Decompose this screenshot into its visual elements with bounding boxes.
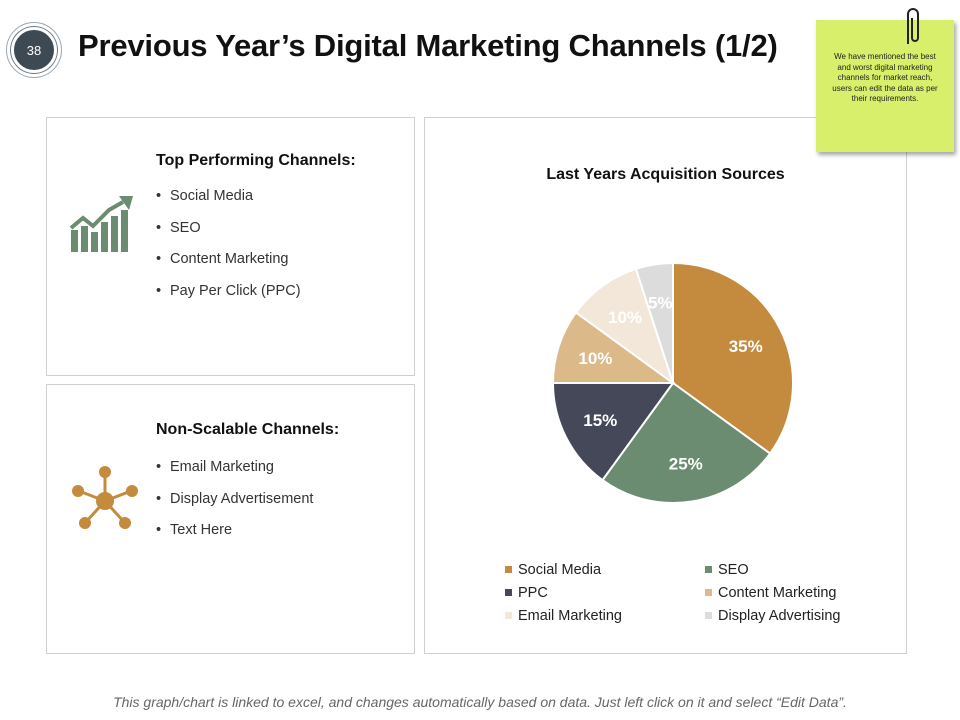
pie-slice-seo[interactable] — [601, 381, 772, 504]
chart-panel[interactable]: Last Years Acquisition Sources 35% 25% 15%… — [424, 117, 907, 654]
sticky-note-text: We have mentioned the best and worst dig… — [832, 52, 938, 103]
slide-title: Previous Year’s Digital Marketing Channe… — [78, 28, 778, 63]
legend-label: Social Media — [518, 561, 602, 578]
pie-data-label: 5% — [648, 293, 673, 312]
list-item: Email Marketing — [156, 457, 313, 489]
paperclip-icon — [907, 8, 919, 44]
list-item: Display Advertisement — [156, 489, 313, 521]
pie-slice-social-media[interactable] — [672, 261, 794, 455]
legend-label: Content Marketing — [718, 584, 837, 601]
legend-item: Display Advertising — [705, 606, 885, 625]
bottom-panel-heading: Non-Scalable Channels: — [156, 421, 340, 438]
pie-slice-content-marketing[interactable] — [551, 311, 677, 384]
non-scalable-panel: Non-Scalable Channels: Email Marketing D… — [46, 384, 415, 654]
list-item: SEO — [156, 218, 301, 250]
growth-chart-icon — [69, 196, 133, 252]
legend-swatch — [505, 612, 512, 619]
legend-swatch — [705, 612, 712, 619]
list-item: Content Marketing — [156, 249, 301, 281]
pie-data-label: 25% — [669, 455, 703, 474]
pie-data-label: 35% — [729, 337, 763, 356]
legend-swatch — [705, 589, 712, 596]
legend-label: PPC — [518, 584, 548, 601]
list-item: Social Media — [156, 186, 301, 218]
pie-slice-ppc[interactable] — [551, 382, 675, 482]
legend-swatch — [705, 566, 712, 573]
legend-label: SEO — [718, 561, 749, 578]
pie-chart[interactable]: 35% 25% 15% 10% 10% 5% — [425, 118, 906, 653]
top-performing-panel: Top Performing Channels: Social Media SE… — [46, 117, 415, 376]
page-number-badge: 38 — [6, 22, 62, 78]
list-item: Text Here — [156, 520, 313, 552]
legend-item: Social Media — [505, 560, 705, 579]
page-number: 38 — [11, 27, 57, 73]
sticky-note: We have mentioned the best and worst dig… — [816, 20, 954, 152]
top-panel-heading: Top Performing Channels: — [156, 152, 356, 169]
pie-slice-display-advertising[interactable] — [634, 261, 674, 384]
legend-item: SEO — [705, 560, 885, 579]
legend-swatch — [505, 589, 512, 596]
footer-note: This graph/chart is linked to excel, and… — [113, 694, 847, 710]
chart-legend: Social Media SEO PPC Content Marketing Email… — [505, 560, 885, 625]
pie-slice-email-marketing[interactable] — [574, 267, 675, 386]
network-icon — [72, 466, 138, 529]
legend-item: Email Marketing — [505, 606, 705, 625]
legend-label: Email Marketing — [518, 607, 622, 624]
legend-swatch — [505, 566, 512, 573]
top-channel-list: Social Media SEO Content Marketing Pay P… — [156, 186, 301, 312]
list-item: Pay Per Click (PPC) — [156, 281, 301, 313]
pie-data-label: 10% — [578, 349, 612, 368]
chart-title: Last Years Acquisition Sources — [546, 166, 785, 183]
pie-data-label: 15% — [583, 411, 617, 430]
legend-item: Content Marketing — [705, 583, 885, 602]
legend-label: Display Advertising — [718, 607, 841, 624]
non-scalable-list: Email Marketing Display Advertisement Te… — [156, 457, 313, 552]
legend-item: PPC — [505, 583, 705, 602]
pie-data-label: 10% — [608, 308, 642, 327]
